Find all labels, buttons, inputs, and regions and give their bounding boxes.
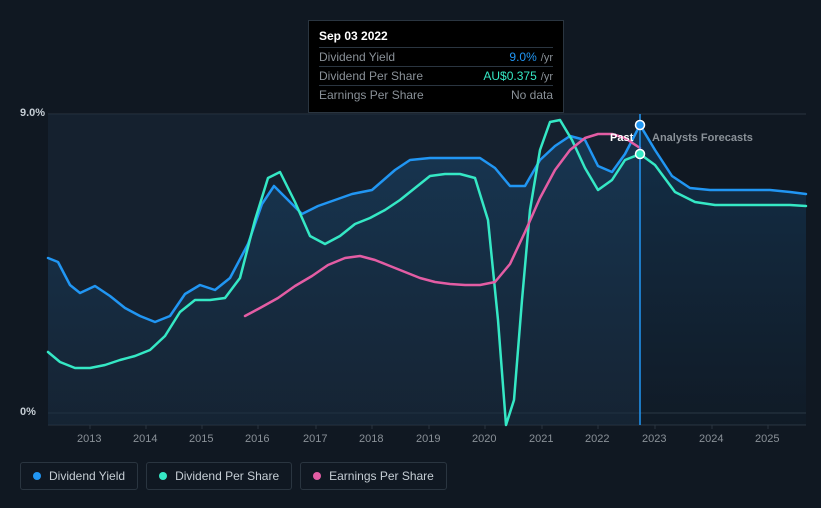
legend: Dividend Yield Dividend Per Share Earnin…	[20, 462, 447, 490]
tooltip-row-label: Dividend Yield	[319, 50, 395, 64]
chart-container: 9.0% 0% 2013 2014 2015 2016 2017 2018 2019 2020 2…	[0, 0, 821, 508]
tooltip-row: Dividend Per Share AU$0.375/yr	[319, 66, 553, 85]
legend-dot-icon	[313, 472, 321, 480]
legend-item-dividend-yield[interactable]: Dividend Yield	[20, 462, 138, 490]
tooltip-row-value: 9.0%/yr	[509, 50, 553, 64]
legend-label: Earnings Per Share	[329, 469, 434, 483]
tooltip-date: Sep 03 2022	[319, 29, 553, 43]
y-tick-label: 9.0%	[20, 107, 45, 119]
x-tick-label: 2015	[189, 433, 213, 445]
tooltip-row: Earnings Per Share No data	[319, 85, 553, 104]
tooltip-row-label: Dividend Per Share	[319, 69, 423, 83]
x-tick-label: 2021	[529, 433, 553, 445]
tooltip-row: Dividend Yield 9.0%/yr	[319, 47, 553, 66]
legend-item-dividend-per-share[interactable]: Dividend Per Share	[146, 462, 292, 490]
x-tick-label: 2014	[133, 433, 157, 445]
x-tick-label: 2019	[416, 433, 440, 445]
x-tick-label: 2016	[245, 433, 269, 445]
x-tick-label: 2017	[303, 433, 327, 445]
x-tick-label: 2024	[699, 433, 723, 445]
past-label: Past	[610, 132, 633, 144]
legend-dot-icon	[33, 472, 41, 480]
x-tick-label: 2018	[359, 433, 383, 445]
forecast-label: Analysts Forecasts	[652, 132, 753, 144]
x-tick-label: 2022	[585, 433, 609, 445]
legend-label: Dividend Per Share	[175, 469, 279, 483]
tooltip-row-value: AU$0.375/yr	[483, 69, 553, 83]
x-tick-label: 2020	[472, 433, 496, 445]
legend-item-earnings-per-share[interactable]: Earnings Per Share	[300, 462, 447, 490]
x-tick-label: 2023	[642, 433, 666, 445]
x-tick-label: 2013	[77, 433, 101, 445]
tooltip-row-label: Earnings Per Share	[319, 88, 424, 102]
y-tick-label: 0%	[20, 406, 36, 418]
tooltip-row-value: No data	[511, 88, 553, 102]
legend-dot-icon	[159, 472, 167, 480]
legend-label: Dividend Yield	[49, 469, 125, 483]
hover-tooltip: Sep 03 2022 Dividend Yield9.0%/yrDividen…	[308, 20, 564, 113]
x-tick-label: 2025	[755, 433, 779, 445]
